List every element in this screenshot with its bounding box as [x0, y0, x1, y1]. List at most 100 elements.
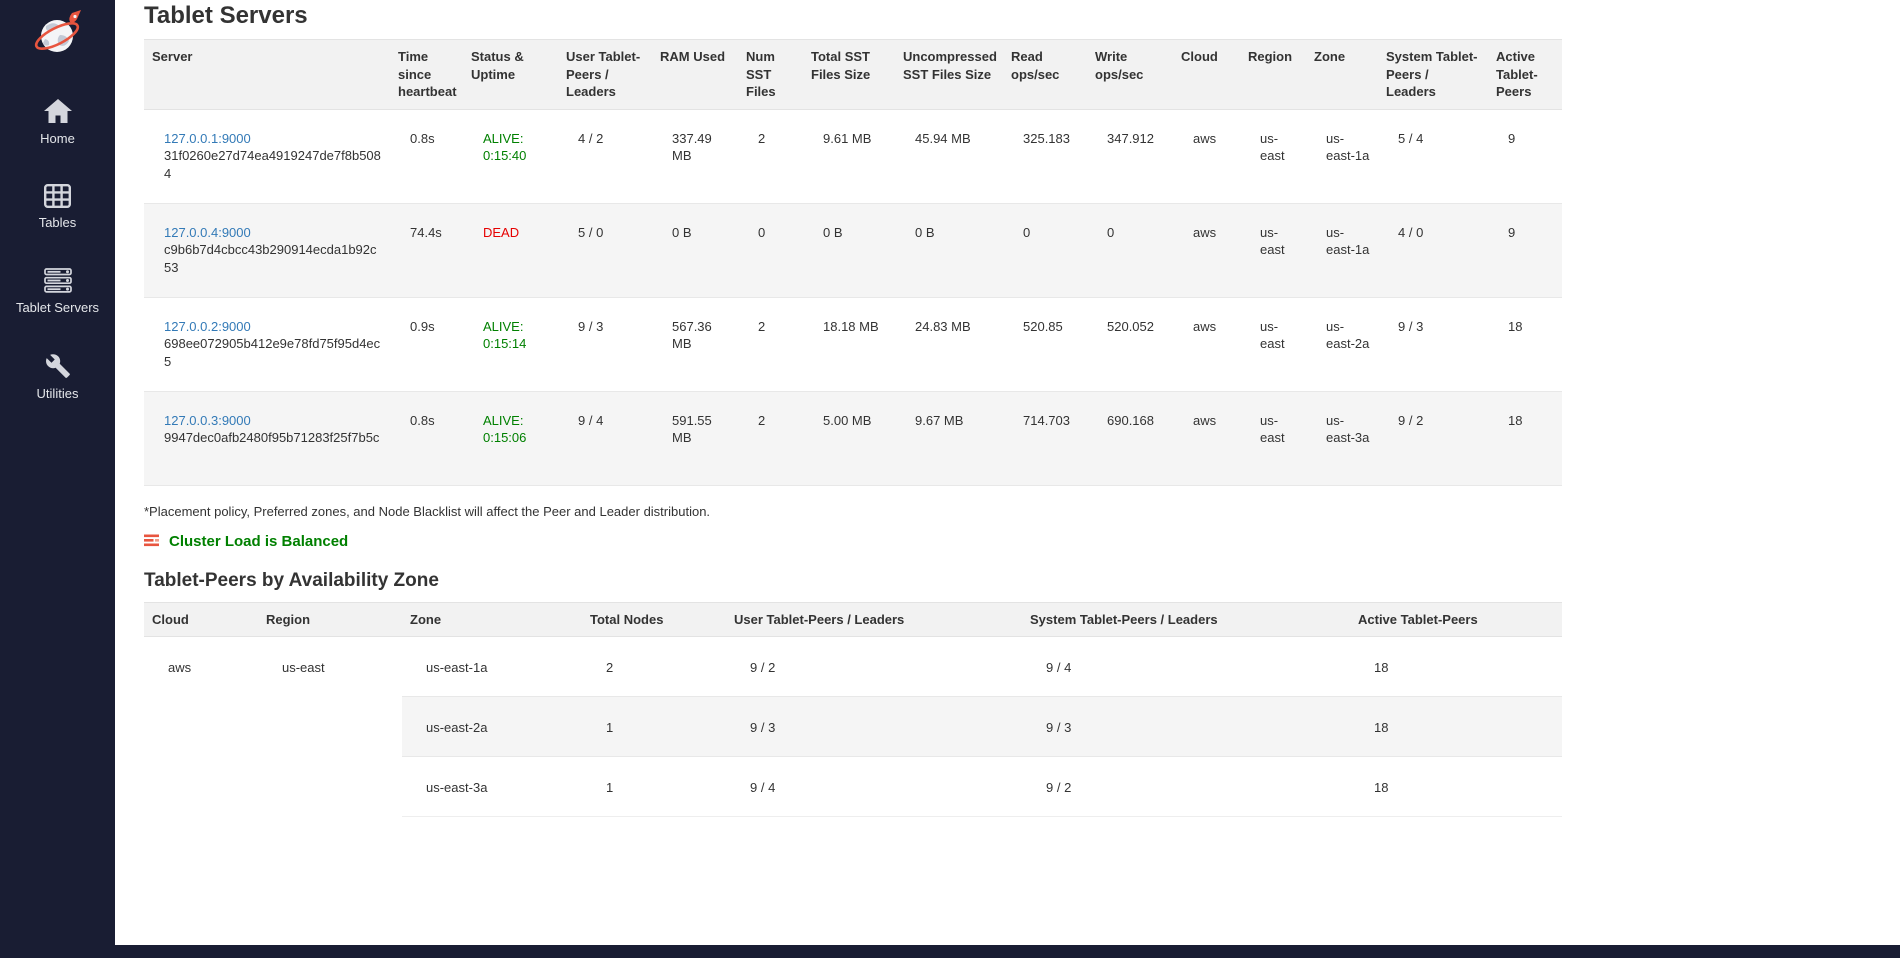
- status-text: ALIVE:: [483, 318, 524, 334]
- tserver-row: 127.0.0.4:9000 c9b6b7d4cbcc43b290914ecda…: [144, 202, 1562, 298]
- region-cell: us-east: [1240, 296, 1306, 392]
- active-peers-cell: 9: [1488, 202, 1562, 298]
- server-link[interactable]: 127.0.0.2:9000: [164, 318, 251, 334]
- active-peers-cell: 18: [1488, 390, 1562, 486]
- zone-cell: us-east-3a: [1306, 390, 1378, 486]
- col-region: Region: [1240, 39, 1306, 110]
- col-server: Server: [144, 39, 390, 110]
- tablet-servers-table: Server Time since heartbeat Status & Upt…: [144, 39, 1562, 486]
- uncompressed-sst-cell: 0 B: [895, 202, 1003, 298]
- read-ops-cell: 325.183: [1003, 108, 1087, 204]
- server-cell: 127.0.0.3:9000 9947dec0afb2480f95b71283f…: [144, 390, 390, 486]
- server-link[interactable]: 127.0.0.3:9000: [164, 412, 251, 428]
- sidebar-item-label: Tables: [38, 215, 77, 230]
- status-cell: DEAD: [463, 202, 558, 298]
- uncompressed-sst-cell: 45.94 MB: [895, 108, 1003, 204]
- active-peers-cell: 18: [1488, 296, 1562, 392]
- active-peers-cell: 18: [1350, 756, 1562, 818]
- col-heartbeat: Time since heartbeat: [390, 39, 463, 110]
- col-read-ops: Read ops/sec: [1003, 39, 1087, 110]
- active-peers-cell: 18: [1350, 696, 1562, 757]
- total-nodes-cell: 1: [582, 756, 726, 818]
- ram-cell: 567.36 MB: [652, 296, 738, 392]
- col-uncompressed-sst: Uncompressed SST Files Size: [895, 39, 1003, 110]
- region-cell: us-east: [1240, 202, 1306, 298]
- cloud-cell: aws: [1173, 108, 1240, 204]
- sidebar: Home Tables: [0, 0, 115, 958]
- col-active-peers: Active Tablet-Peers: [1350, 601, 1562, 638]
- heartbeat-cell: 74.4s: [390, 202, 463, 298]
- cloud-cell: aws: [1173, 390, 1240, 486]
- yugabyte-logo-icon[interactable]: [31, 10, 85, 61]
- user-peers-cell: 9 / 3: [726, 696, 1022, 757]
- home-icon: [43, 99, 72, 127]
- num-sst-cell: 2: [738, 296, 803, 392]
- server-uuid: 698ee072905b412e9e78fd75f95d4ec5: [164, 336, 381, 369]
- read-ops-cell: 714.703: [1003, 390, 1087, 486]
- sidebar-item-utilities[interactable]: Utilities: [36, 353, 79, 401]
- uptime-text: 0:15:14: [483, 336, 527, 352]
- cluster-load-status: Cluster Load is Balanced: [144, 533, 1562, 550]
- user-peers-cell: 4 / 2: [558, 108, 652, 204]
- uptime-text: 0:15:06: [483, 430, 527, 446]
- server-uuid: 9947dec0afb2480f95b71283f25f7b5c: [164, 430, 380, 446]
- footer-bar: [0, 945, 1900, 958]
- system-peers-cell: 9 / 3: [1378, 296, 1488, 392]
- total-nodes-cell: 2: [582, 636, 726, 697]
- sidebar-item-home[interactable]: Home: [40, 99, 75, 146]
- status-cell: ALIVE: 0:15:06: [463, 390, 558, 486]
- status-text: ALIVE:: [483, 130, 524, 146]
- active-peers-cell: 9: [1488, 108, 1562, 204]
- cloud-cell: aws: [1173, 202, 1240, 298]
- zone-cell: us-east-2a: [1306, 296, 1378, 392]
- system-peers-cell: 9 / 2: [1378, 390, 1488, 486]
- zone-cell: us-east-2a: [402, 696, 582, 757]
- system-peers-cell: 4 / 0: [1378, 202, 1488, 298]
- server-cell: 127.0.0.4:9000 c9b6b7d4cbcc43b290914ecda…: [144, 202, 390, 298]
- sidebar-item-tablet-servers[interactable]: Tablet Servers: [16, 268, 99, 315]
- col-system-peers: System Tablet-Peers / Leaders: [1022, 601, 1350, 638]
- total-sst-cell: 5.00 MB: [803, 390, 895, 486]
- col-user-peers: User Tablet-Peers / Leaders: [558, 39, 652, 110]
- utilities-wrench-icon: [45, 353, 71, 382]
- status-cell: ALIVE: 0:15:14: [463, 296, 558, 392]
- page-title: Tablet Servers: [144, 2, 308, 29]
- num-sst-cell: 0: [738, 202, 803, 298]
- write-ops-cell: 520.052: [1087, 296, 1173, 392]
- ram-cell: 0 B: [652, 202, 738, 298]
- tablet-servers-icon: [43, 268, 72, 296]
- col-total-sst: Total SST Files Size: [803, 39, 895, 110]
- zone-cell: us-east-1a: [1306, 202, 1378, 298]
- col-active-peers: Active Tablet-Peers: [1488, 39, 1562, 110]
- total-sst-cell: 9.61 MB: [803, 108, 895, 204]
- uncompressed-sst-cell: 24.83 MB: [895, 296, 1003, 392]
- sidebar-item-label: Utilities: [36, 386, 79, 401]
- region-cell: us-east: [1240, 390, 1306, 486]
- server-uuid: 31f0260e27d74ea4919247de7f8b5084: [164, 148, 381, 181]
- zone-cell: us-east-3a: [402, 756, 582, 818]
- server-link[interactable]: 127.0.0.4:9000: [164, 224, 251, 240]
- col-cloud: Cloud: [144, 601, 258, 638]
- ram-cell: 591.55 MB: [652, 390, 738, 486]
- read-ops-cell: 0: [1003, 202, 1087, 298]
- region-cell: us-east: [258, 636, 402, 817]
- status-text: ALIVE:: [483, 412, 524, 428]
- sidebar-item-label: Tablet Servers: [15, 300, 100, 315]
- zone-cell: us-east-1a: [402, 636, 582, 697]
- az-row: aws us-east us-east-1a 2 9 / 2 9 / 4 18: [144, 636, 1562, 817]
- col-zone: Zone: [1306, 39, 1378, 110]
- sidebar-item-tables[interactable]: Tables: [38, 184, 77, 230]
- col-ram-used: RAM Used: [652, 39, 738, 110]
- tables-icon: [43, 184, 71, 211]
- server-link[interactable]: 127.0.0.1:9000: [164, 130, 251, 146]
- uncompressed-sst-cell: 9.67 MB: [895, 390, 1003, 486]
- servers-header-row: Server Time since heartbeat Status & Upt…: [144, 39, 1562, 110]
- status-cell: ALIVE: 0:15:40: [463, 108, 558, 204]
- col-num-sst: Num SST Files: [738, 39, 803, 110]
- placement-footnote: *Placement policy, Preferred zones, and …: [144, 503, 711, 519]
- server-cell: 127.0.0.1:9000 31f0260e27d74ea4919247de7…: [144, 108, 390, 204]
- status-text: DEAD: [483, 224, 520, 240]
- ram-cell: 337.49 MB: [652, 108, 738, 204]
- total-nodes-cell: 1: [582, 696, 726, 757]
- user-peers-cell: 9 / 3: [558, 296, 652, 392]
